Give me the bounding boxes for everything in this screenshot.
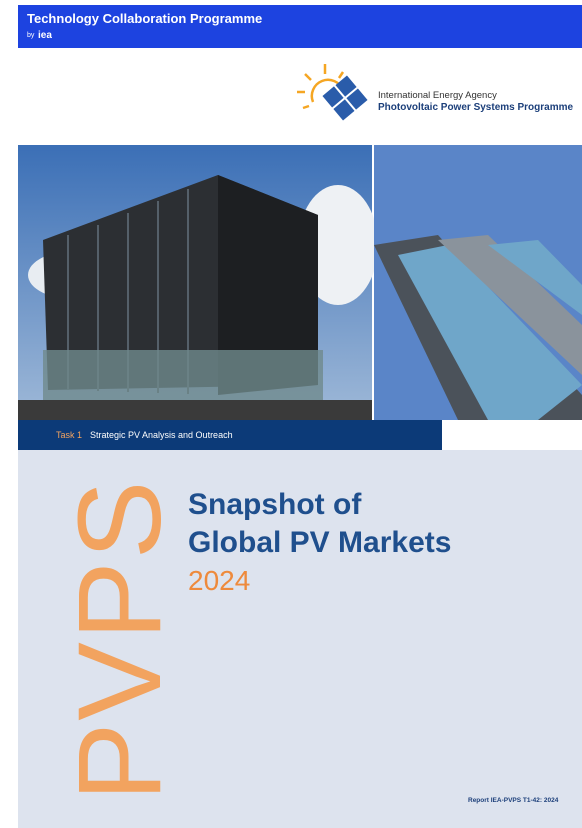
by-text: by	[27, 32, 34, 39]
title-year: 2024	[188, 565, 250, 597]
title-line-2: Global PV Markets	[188, 526, 451, 560]
cover-photos	[18, 145, 582, 420]
logo-line-2: Photovoltaic Power Systems Programme	[378, 102, 573, 113]
task-band: Task 1 Strategic PV Analysis and Outreac…	[18, 420, 442, 450]
report-number: Report IEA-PVPS T1-42: 2024	[468, 797, 558, 804]
cover-page: Technology Collaboration Programme by ie…	[0, 0, 582, 828]
task-name: Strategic PV Analysis and Outreach	[90, 430, 233, 440]
pvps-logo	[295, 62, 375, 130]
title-line-1: Snapshot of	[188, 488, 361, 522]
task-label: Task 1	[56, 430, 82, 440]
pvps-acronym: PVPS	[52, 479, 188, 802]
top-bar: Technology Collaboration Programme by ie…	[18, 5, 582, 48]
iea-logo-text: iea	[38, 30, 52, 41]
logo-line-1: International Energy Agency	[378, 90, 497, 101]
programme-title: Technology Collaboration Programme	[27, 11, 262, 26]
